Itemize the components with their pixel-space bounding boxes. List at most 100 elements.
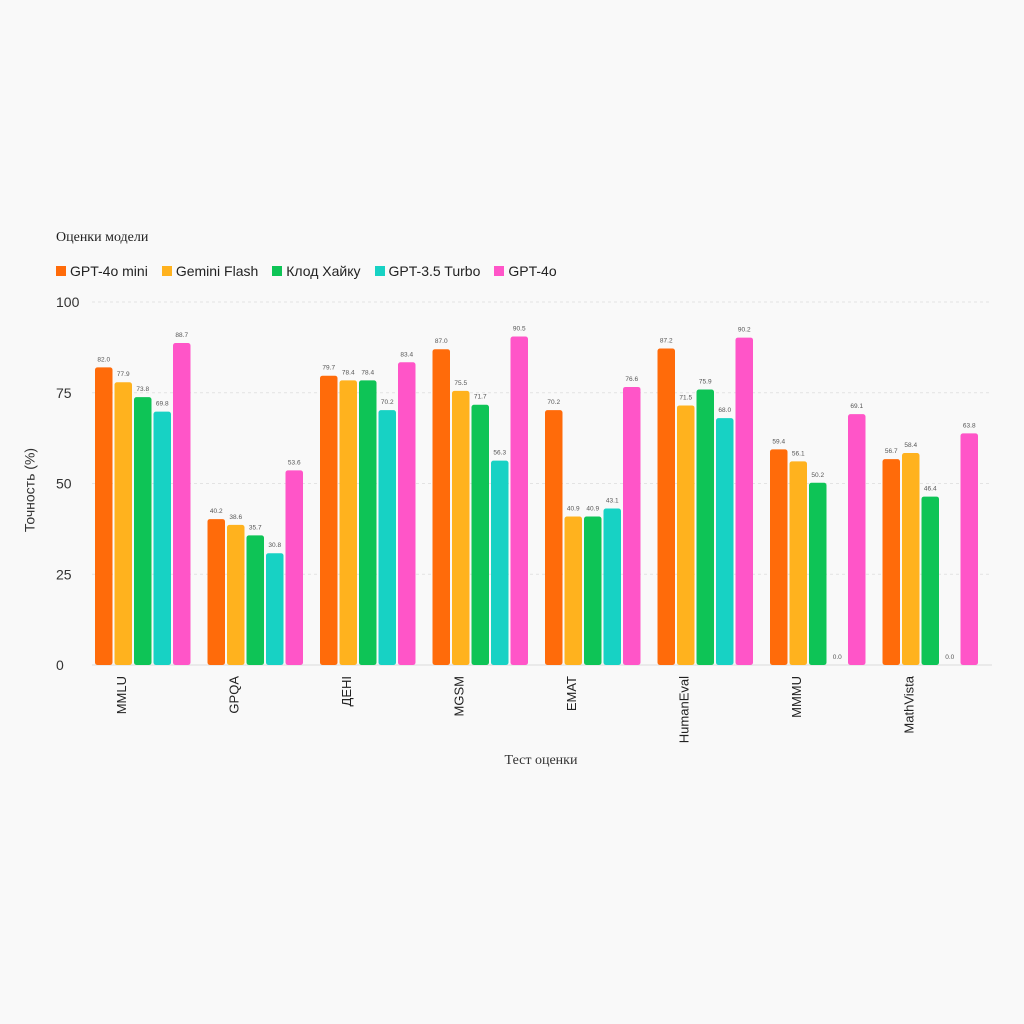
x-tick-label: HumanEval [677,676,692,743]
bar [432,349,450,665]
bar [716,418,734,665]
bar [677,405,695,665]
data-label: 75.9 [699,378,712,385]
bar [285,470,303,665]
data-label: 56.1 [792,450,805,457]
data-label: 75.5 [454,380,467,387]
legend-swatch [374,266,385,276]
legend-label: Gemini Flash [175,263,259,279]
x-axis-title: Тест оценки [505,753,578,768]
data-label: 40.9 [567,506,580,513]
bar [882,459,900,665]
bar [266,553,284,665]
legend-label: GPT-3.5 Turbo [388,263,481,279]
x-tick-label: MMLU [114,676,129,714]
data-label: 76.6 [625,376,638,383]
legend-item: GPT-4o [494,263,557,279]
bar [789,461,807,665]
data-label: 59.4 [772,438,785,445]
data-label: 79.7 [322,365,335,372]
legend: GPT-4o mini Gemini Flash Клод Хайку GPT-3.5… [56,263,557,279]
data-label: 83.4 [400,351,413,358]
bar [735,337,753,665]
data-label: 0.0 [833,654,842,661]
y-tick-label: 0 [56,657,64,673]
data-label: 82.0 [97,356,110,363]
legend-label: GPT-4o [508,263,557,279]
bar [809,482,827,665]
data-label: 40.9 [586,506,599,513]
bar [398,362,416,665]
bar [359,380,377,665]
legend-item: Gemini Flash [161,263,259,279]
data-label: 70.2 [547,399,560,406]
bar [173,343,191,665]
y-tick-label: 75 [56,385,72,401]
x-tick-label: MMMU [789,676,804,718]
data-label: 50.2 [811,472,824,479]
data-label: 46.4 [924,486,937,493]
legend-swatch [56,266,66,276]
bar [623,386,641,665]
bar [603,508,621,665]
bar [134,397,152,665]
data-label: 69.1 [850,403,863,410]
data-label: 53.6 [288,459,301,466]
legend-item: GPT-3.5 Turbo [374,263,481,279]
x-tick-label: GPQA [227,676,242,714]
data-label: 68.0 [718,407,731,414]
bar [339,380,357,665]
data-label: 35.7 [249,524,262,531]
data-label: 78.4 [361,369,374,376]
legend-label: Клод Хайку [286,263,361,279]
data-label: 69.8 [156,401,169,408]
bar [848,414,866,665]
bar [471,404,489,665]
bar [960,433,978,665]
data-label: 90.5 [513,325,526,332]
bar [770,449,788,665]
x-tick-label: EMAT [564,676,579,711]
data-label: 43.1 [606,498,619,505]
y-axis-title: Точность (%) [22,448,38,532]
bar [114,382,132,665]
bar [246,535,264,665]
data-label: 88.7 [175,332,188,339]
bar [510,336,528,665]
data-label: 77.9 [117,371,130,378]
bar [153,411,171,665]
data-label: 56.3 [493,450,506,457]
bar [452,390,470,665]
x-tick-label: MGSM [452,676,467,716]
data-label: 56.7 [885,448,898,455]
bar [491,460,509,665]
data-label: 90.2 [738,327,751,334]
bar [378,410,396,665]
data-label: 58.4 [904,442,917,449]
legend-swatch [272,266,283,276]
data-label: 30.8 [268,542,281,549]
x-tick-label: MathVista [902,675,917,733]
legend-item: GPT-4o mini [56,263,148,279]
data-label: 63.8 [963,422,976,429]
bar [657,348,675,665]
data-label: 78.4 [342,369,355,376]
x-tick-label: ДЕНI [339,676,354,706]
data-label: 40.2 [210,508,223,515]
bar [95,367,113,665]
legend-swatch [494,266,505,276]
bar [564,516,582,665]
y-tick-label: 25 [56,566,72,582]
bar [902,453,920,665]
bar [545,410,563,665]
bar [227,524,245,665]
bar [584,516,602,665]
legend-label: GPT-4o mini [70,263,148,279]
data-label: 87.0 [435,338,448,345]
data-label: 71.5 [679,394,692,401]
y-tick-label: 50 [56,476,72,492]
data-label: 73.8 [136,386,149,393]
legend-title: Оценки модели [56,230,149,245]
y-tick-label: 100 [56,294,80,310]
